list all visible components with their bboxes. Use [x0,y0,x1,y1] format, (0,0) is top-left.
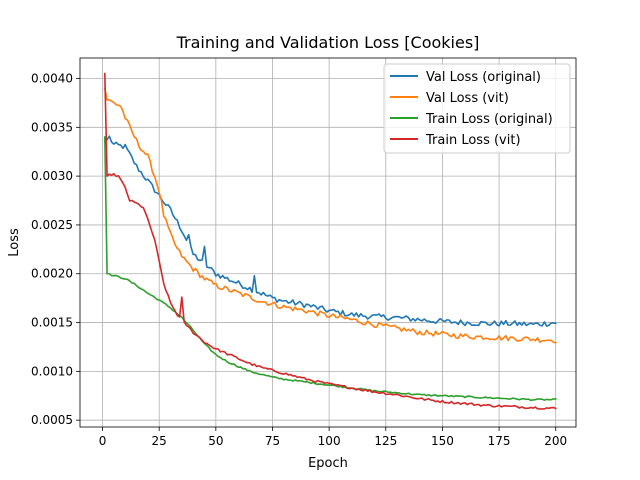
y-tick-label: 0.0005 [31,413,73,427]
series-lines [103,72,557,410]
x-axis-label: Epoch [308,456,348,471]
legend-label: Val Loss (original) [426,70,541,85]
x-tick-label: 0 [99,434,107,448]
legend-label: Val Loss (vit) [426,91,509,106]
x-tick-label: 50 [208,434,223,448]
y-tick-label: 0.0025 [31,218,73,232]
plot-frame [79,57,577,428]
y-axis-label: Loss [7,228,22,257]
legend: Val Loss (original) Val Loss (vit) Train L… [383,63,571,154]
x-tick-label: 200 [544,434,567,448]
x-tick-label: 25 [152,434,167,448]
legend-box [383,63,571,154]
x-tick-label: 100 [318,434,341,448]
series-line-train-loss-vit [103,72,557,410]
x-tick-label: 75 [265,434,280,448]
y-tick-label: 0.0030 [31,169,73,183]
y-axis-ticks: 0.0005 0.0010 0.0015 0.0020 0.0025 0.0030 0.00… [31,72,80,427]
legend-label: Train Loss (vit) [425,133,521,148]
chart-title: Training and Validation Loss [Cookies] [176,33,480,52]
legend-label: Train Loss (original) [425,112,553,127]
y-tick-label: 0.0040 [31,72,73,86]
x-tick-label: 150 [431,434,454,448]
series-line-val-loss-original [103,135,557,327]
y-tick-label: 0.0010 [31,364,73,378]
x-axis-ticks: 0 25 50 75 100 125 150 175 200 [99,427,567,448]
x-tick-label: 175 [488,434,511,448]
x-tick-label: 125 [374,434,397,448]
y-tick-label: 0.0015 [31,316,73,330]
y-tick-label: 0.0035 [31,120,73,134]
y-tick-label: 0.0020 [31,267,73,281]
series-line-val-loss-vit [103,87,557,344]
